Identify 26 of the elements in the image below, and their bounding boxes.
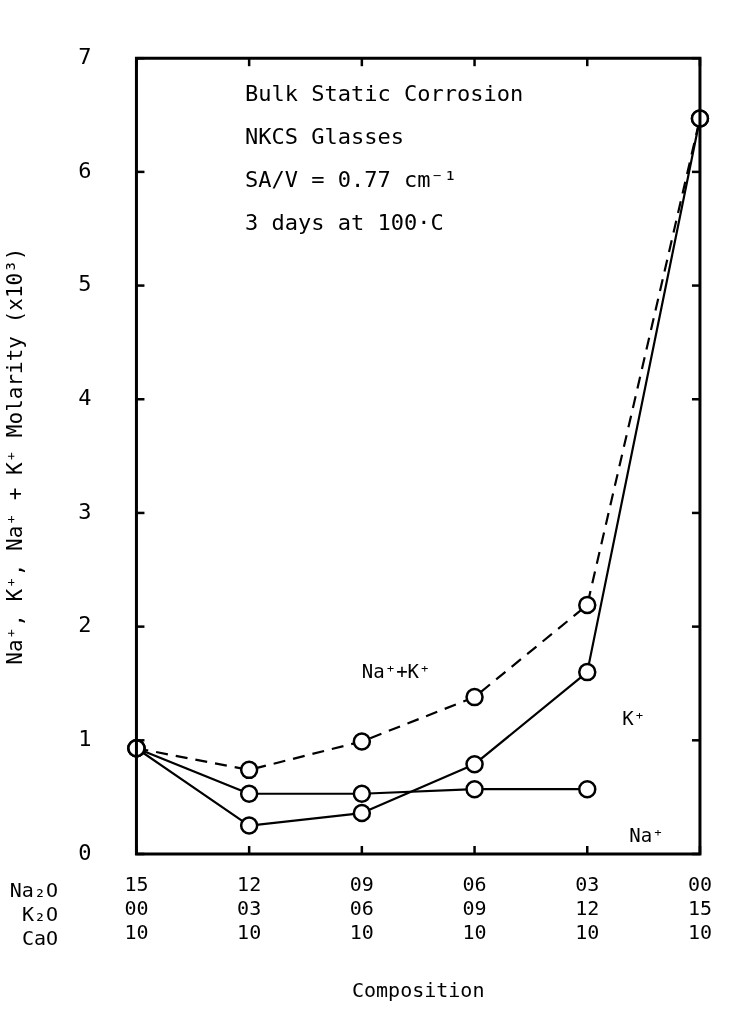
y-tick-label: 4 xyxy=(78,384,92,410)
text: Bulk Static Corrosion xyxy=(245,80,524,106)
text: Na₂O xyxy=(9,878,58,903)
x-axis-title: Composition xyxy=(351,978,485,1003)
x-tick-label: 06 09 10 xyxy=(462,872,487,945)
x-tick-label: 12 03 10 xyxy=(237,872,262,945)
x-tick-label: 00 15 10 xyxy=(687,872,713,945)
annotation: SA/V = 0.77 cm⁻¹ xyxy=(245,166,457,192)
y-tick-label: 3 xyxy=(78,498,92,524)
annotation: 3 days at 100·C xyxy=(245,209,444,235)
text: CaO xyxy=(21,926,58,951)
series-label: Na⁺+K⁺ xyxy=(361,660,431,683)
x-tick-label: 03 12 10 xyxy=(575,872,600,945)
x-tick-label: 09 06 10 xyxy=(349,872,374,945)
text: NKCS Glasses xyxy=(245,123,404,149)
y-axis-title: Na⁺, K⁺, Na⁺ + K⁺ Molarity (x10³) xyxy=(3,247,28,665)
y-tick-label: 6 xyxy=(78,157,92,183)
y-tick-label: 5 xyxy=(78,271,92,297)
text: Na⁺ xyxy=(629,824,664,847)
y-tick-label: 0 xyxy=(78,839,92,865)
y-tick-label: 7 xyxy=(78,43,92,69)
text: K⁺ xyxy=(622,707,646,730)
y-tick-label: 1 xyxy=(78,726,92,752)
text: K₂O xyxy=(21,902,58,927)
y-tick-label: 2 xyxy=(78,612,92,638)
x-tick-label: 15 00 10 xyxy=(124,872,149,945)
